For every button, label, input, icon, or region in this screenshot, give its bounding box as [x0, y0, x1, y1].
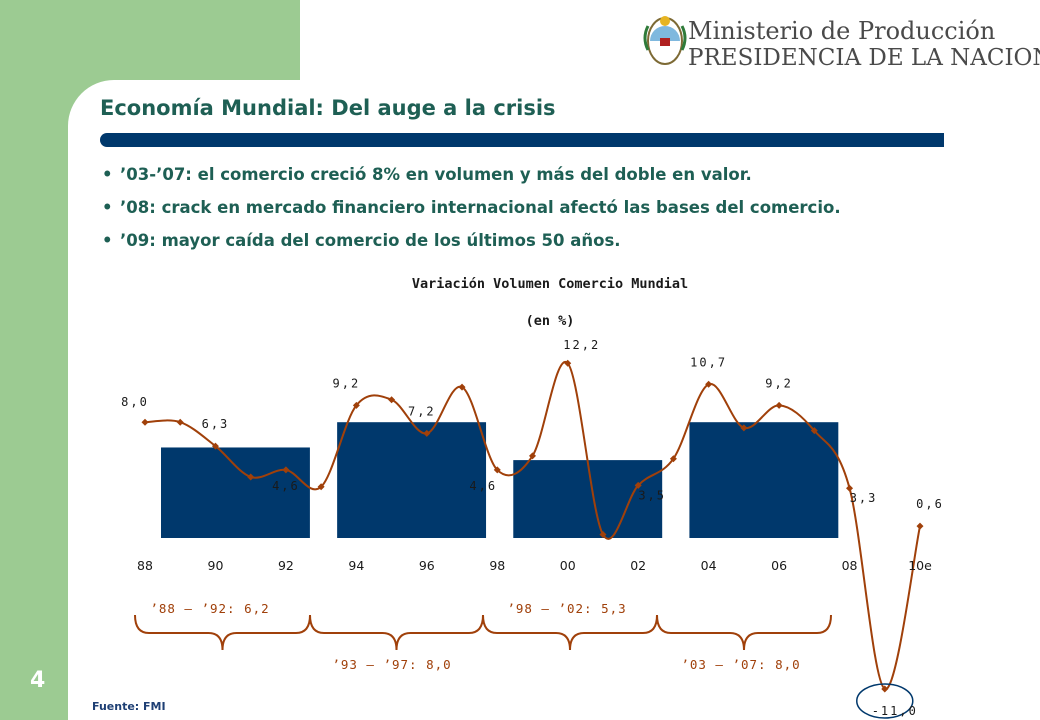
data-point-marker: [775, 401, 783, 409]
data-point-marker: [916, 522, 924, 530]
bullet-item: • ’08: crack en mercado financiero intern…: [102, 193, 841, 226]
ministry-logo: Ministerio de Producción PRESIDENCIA DE …: [640, 10, 1040, 72]
trade-volume-line: [144, 360, 921, 690]
data-value-label: 3,3: [850, 491, 878, 505]
data-value-label: 0,6: [916, 497, 944, 511]
data-value-label: 8,0: [121, 395, 149, 409]
coat-of-arms-icon: Ministerio de Producción PRESIDENCIA DE …: [643, 16, 1040, 71]
data-point-marker: [810, 427, 818, 435]
x-tick-label: 08: [842, 558, 858, 573]
data-point-marker: [141, 418, 149, 426]
x-tick-label: 04: [701, 558, 717, 573]
data-point-marker: [317, 483, 325, 491]
x-tick-label: 96: [419, 558, 435, 573]
period-average-bar: [513, 460, 663, 538]
x-tick-label: 88: [137, 558, 153, 573]
data-value-label: 3,5: [638, 488, 666, 502]
bullet-dot-icon: •: [102, 198, 113, 217]
data-point-marker: [211, 442, 219, 450]
x-tick-label: 02: [630, 558, 646, 573]
slide-title: Economía Mundial: Del auge a la crisis: [100, 96, 556, 120]
x-tick-label: 94: [348, 558, 364, 573]
period-brace: [482, 614, 658, 651]
data-point-marker: [705, 380, 713, 388]
bullet-text: ’08: crack en mercado financiero interna…: [120, 198, 841, 217]
period-brace: [134, 614, 311, 651]
data-value-label: 4,6: [272, 479, 300, 493]
data-point-marker: [881, 685, 889, 693]
left-green-strip: [0, 0, 68, 720]
bullet-list: • ’03-’07: el comercio creció 8% en volum…: [102, 160, 841, 259]
chart-subtitle: (en %): [525, 313, 575, 329]
ministry-name: Ministerio de Producción: [688, 17, 995, 45]
bullet-text: ’03-’07: el comercio creció 8% en volume…: [120, 165, 752, 184]
data-point-marker: [458, 383, 466, 391]
data-point-marker: [669, 455, 677, 463]
data-point-marker: [247, 473, 255, 481]
data-value-label: 4,6: [469, 479, 497, 493]
chart-title: Variación Volumen Comercio Mundial: [411, 276, 689, 292]
data-value-label: -11,0: [872, 704, 918, 718]
data-point-marker: [529, 452, 536, 460]
bullet-dot-icon: •: [102, 165, 113, 184]
period-average-label: ’93 – ’97: 8,0: [332, 657, 451, 672]
data-point-marker: [493, 466, 501, 474]
period-average-label: ’03 – ’07: 8,0: [681, 657, 800, 672]
period-average-label: ’98 – ’02: 5,3: [507, 601, 626, 616]
data-value-label: 9,2: [333, 376, 361, 390]
x-tick-label: 92: [278, 558, 294, 573]
bullet-item: • ’03-’07: el comercio creció 8% en volum…: [102, 160, 841, 193]
page-number: 4: [30, 668, 46, 693]
x-tick-label: 00: [560, 558, 576, 573]
data-point-marker: [846, 484, 854, 492]
data-value-label: 12,2: [563, 338, 600, 352]
data-point-marker: [423, 429, 431, 437]
data-point-marker: [634, 481, 642, 489]
bullet-dot-icon: •: [102, 231, 113, 250]
source-note: Fuente: FMI: [92, 700, 166, 713]
data-point-marker: [352, 401, 360, 409]
period-average-label: ’88 – ’92: 6,2: [150, 601, 269, 616]
data-point-marker: [388, 396, 396, 404]
data-value-label: 10,7: [690, 355, 727, 369]
period-brace: [309, 614, 484, 651]
x-tick-label: 90: [208, 558, 224, 573]
period-average-bar: [161, 447, 310, 538]
presidency-name: PRESIDENCIA DE LA NACION: [688, 45, 1040, 71]
data-point-marker: [176, 418, 184, 426]
trough-highlight-circle: [856, 683, 914, 719]
period-brace: [656, 614, 832, 651]
x-tick-label: 10e: [908, 558, 932, 573]
data-value-label: 6,3: [202, 417, 230, 431]
period-average-bar: [337, 422, 487, 538]
bullet-text: ’09: mayor caída del comercio de los últ…: [120, 231, 621, 250]
bullet-item: • ’09: mayor caída del comercio de los úl…: [102, 226, 841, 259]
data-point-marker: [564, 359, 572, 367]
data-point-marker: [282, 466, 290, 474]
data-value-label: 9,2: [765, 376, 793, 390]
title-underline-bar: [100, 133, 944, 147]
data-point-marker: [740, 424, 748, 432]
data-value-label: 7,2: [408, 404, 436, 418]
period-average-bar: [689, 422, 839, 538]
x-tick-label: 06: [771, 558, 787, 573]
data-point-marker: [599, 531, 607, 539]
content-card: [68, 80, 1040, 720]
x-tick-label: 98: [489, 558, 505, 573]
